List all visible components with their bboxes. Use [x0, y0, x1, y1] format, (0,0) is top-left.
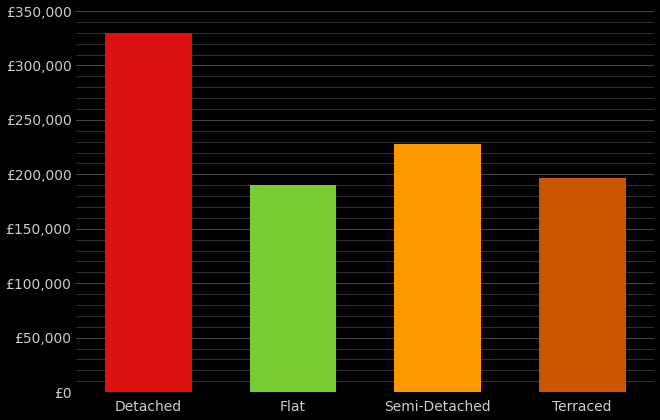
- Bar: [394, 144, 481, 392]
- Bar: [249, 185, 337, 392]
- Bar: [539, 178, 626, 392]
- Bar: [105, 33, 192, 392]
